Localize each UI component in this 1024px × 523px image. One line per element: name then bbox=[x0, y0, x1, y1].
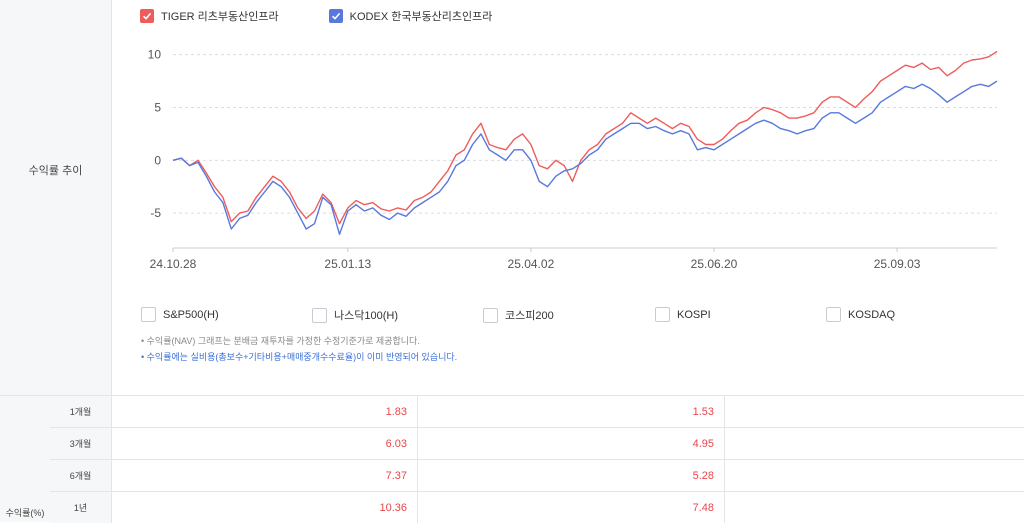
period-cell: 3개월 bbox=[50, 428, 112, 459]
legend-label: TIGER 리츠부동산인프라 bbox=[161, 11, 279, 23]
value-cell: 7.48 bbox=[418, 492, 725, 523]
table-row: 1개월 1.83 1.53 bbox=[50, 396, 1024, 428]
series-line-tiger bbox=[172, 50, 998, 225]
table-row: 3개월 6.03 4.95 bbox=[50, 428, 1024, 460]
checkbox-checked-icon[interactable] bbox=[328, 9, 343, 23]
returns-group-label: 수익률(%) bbox=[0, 396, 51, 522]
compare-option-kospi200[interactable]: 코스피200 bbox=[483, 307, 554, 323]
value-cell: 1.83 bbox=[111, 396, 418, 427]
chart-legend: TIGER 리츠부동산인프라 KODEX 한국부동산리츠인프라 bbox=[140, 8, 492, 24]
period-cell: 1개월 bbox=[50, 396, 112, 427]
legend-item-tiger[interactable]: TIGER 리츠부동산인프라 bbox=[140, 8, 279, 24]
x-tick-label: 25.01.13 bbox=[324, 257, 371, 271]
chart-svg: 10 5 0 -5 24.10.28 25.01.13 25.04.02 25.06.20 25… bbox=[148, 48, 998, 271]
compare-option-sp500[interactable]: S&P500(H) bbox=[141, 307, 219, 322]
period-cell: 1년 bbox=[50, 492, 112, 523]
compare-option-nasdaq100[interactable]: 나스닥100(H) bbox=[312, 307, 398, 323]
label-column: 수익률 추이 bbox=[0, 0, 112, 395]
table-row: 1년 10.36 7.48 bbox=[50, 492, 1024, 523]
checkbox-icon[interactable] bbox=[655, 307, 670, 322]
value-cell: 7.37 bbox=[111, 460, 418, 491]
legend-item-kodex[interactable]: KODEX 한국부동산리츠인프라 bbox=[328, 8, 493, 24]
checkbox-icon[interactable] bbox=[312, 307, 327, 323]
compare-option-kospi[interactable]: KOSPI bbox=[655, 307, 711, 322]
compare-label: KOSPI bbox=[677, 308, 711, 321]
value-cell: 6.03 bbox=[111, 428, 418, 459]
cost-note: • 수익률에는 실비용(총보수+기타비용+매매중개수수료율)이 이미 반영되어 … bbox=[141, 352, 458, 362]
trend-row-label: 수익률 추이 bbox=[28, 165, 83, 177]
y-tick-label: 10 bbox=[148, 48, 162, 62]
checkbox-icon[interactable] bbox=[826, 307, 841, 322]
y-tick-label: -5 bbox=[150, 206, 161, 220]
x-tick-label: 25.04.02 bbox=[508, 257, 555, 271]
compare-label: 나스닥100(H) bbox=[334, 310, 398, 322]
checkbox-icon[interactable] bbox=[483, 307, 498, 323]
value-cell: 5.28 bbox=[418, 460, 725, 491]
legend-label: KODEX 한국부동산리츠인프라 bbox=[349, 11, 493, 23]
x-tick-label: 25.09.03 bbox=[874, 257, 921, 271]
y-tick-label: 0 bbox=[154, 153, 161, 167]
table-row: 6개월 7.37 5.28 bbox=[50, 460, 1024, 492]
compare-option-kosdaq[interactable]: KOSDAQ bbox=[826, 307, 895, 322]
compare-label: KOSDAQ bbox=[848, 308, 896, 321]
value-cell: 10.36 bbox=[111, 492, 418, 523]
group-label-text: 수익률(%) bbox=[5, 508, 45, 518]
compare-label: 코스피200 bbox=[505, 310, 554, 322]
x-tick-label: 25.06.20 bbox=[691, 257, 738, 271]
returns-table: 수익률(%) 1개월 1.83 1.53 3개월 6.03 4.95 6개월 7… bbox=[0, 395, 1024, 523]
checkbox-icon[interactable] bbox=[141, 307, 156, 322]
value-cell: 4.95 bbox=[418, 428, 725, 459]
y-tick-label: 5 bbox=[154, 100, 161, 114]
return-trend-chart: 10 5 0 -5 24.10.28 25.01.13 25.04.02 25.06.20 25… bbox=[111, 30, 1024, 280]
checkbox-checked-icon[interactable] bbox=[140, 9, 154, 23]
x-tick-label: 24.10.28 bbox=[150, 257, 197, 271]
period-cell: 6개월 bbox=[50, 460, 112, 491]
value-cell: 1.53 bbox=[418, 396, 725, 427]
nav-note: • 수익률(NAV) 그래프는 분배금 재투자를 가정한 수정기준가로 제공합니… bbox=[141, 336, 420, 346]
series-line-kodex bbox=[172, 80, 998, 235]
compare-label: S&P500(H) bbox=[163, 308, 219, 321]
